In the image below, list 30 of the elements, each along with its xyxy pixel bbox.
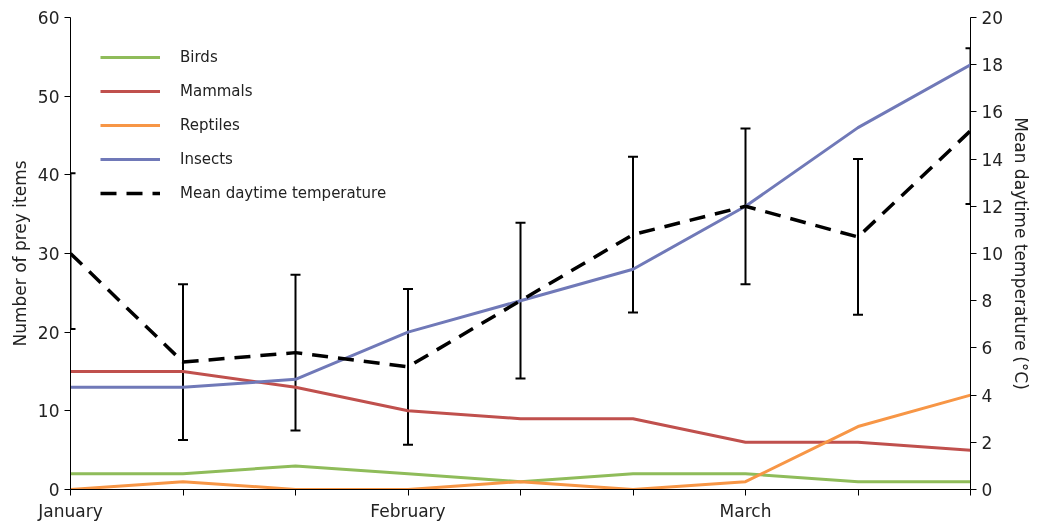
y2-tick-label: 0 [981,480,993,500]
x-tick-label: January [37,500,103,521]
y-tick-label: 40 [37,165,60,186]
y-tick-label: 0 [48,480,60,500]
x-tick-label: February [370,500,446,521]
y2-tick-label: 14 [981,149,1004,170]
y2-axis-title: Mean daytime temperature (°C) [1011,117,1032,390]
y2-tick-label: 10 [981,244,1004,264]
y-tick-label: 50 [37,86,60,107]
y-tick-label: 60 [37,8,60,28]
legend-label: Reptiles [180,116,240,134]
y2-tick-label: 20 [981,8,1004,28]
line-series [70,370,971,452]
y-tick-label: 20 [37,322,60,343]
x-tick-label: March [719,500,772,521]
y2-tick-label: 18 [981,55,1004,76]
y2-tick-label: 4 [981,385,993,406]
y-tick-label: 30 [37,244,60,264]
legend-label: Birds [180,48,218,66]
y2-tick-label: 8 [981,291,993,312]
line-series [70,63,971,389]
legend-label: Mean daytime temperature [180,184,387,202]
legend-label: Mammals [180,82,253,100]
y2-tick-label: 2 [981,432,993,453]
y-tick-label: 10 [37,401,60,422]
legend-label: Insects [180,150,233,168]
y2-tick-label: 6 [981,338,993,359]
y2-tick-label: 12 [981,196,1004,217]
y2-tick-label: 16 [981,102,1004,123]
y-axis-title: Number of prey items [9,160,30,347]
